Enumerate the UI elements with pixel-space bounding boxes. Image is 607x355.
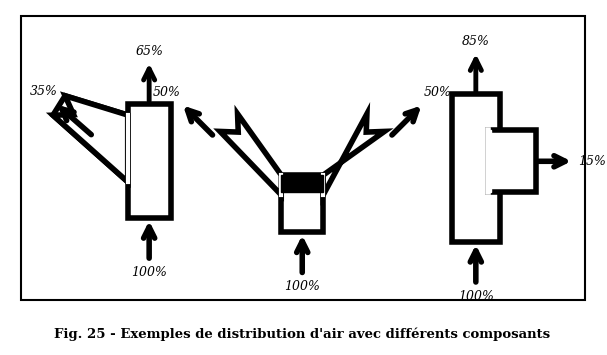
Text: 35%: 35% (30, 85, 58, 98)
Text: 50%: 50% (424, 86, 452, 99)
Text: Fig. 25 - Exemples de distribution d'air avec différents composants: Fig. 25 - Exemples de distribution d'air… (54, 328, 551, 341)
Text: 65%: 65% (135, 45, 163, 58)
Bar (488, 130, 536, 192)
Text: 100%: 100% (131, 266, 167, 279)
Bar (452, 94, 500, 242)
Polygon shape (220, 114, 281, 195)
Text: 100%: 100% (284, 280, 320, 293)
Polygon shape (488, 130, 491, 192)
Polygon shape (53, 96, 127, 182)
Bar (21, 16, 585, 300)
Text: 100%: 100% (458, 290, 493, 303)
Polygon shape (53, 96, 127, 182)
Bar (127, 104, 171, 218)
Bar (281, 175, 323, 232)
Text: 85%: 85% (462, 35, 490, 48)
Polygon shape (281, 175, 323, 192)
Text: 50%: 50% (153, 86, 181, 99)
Text: 15%: 15% (578, 155, 606, 168)
Polygon shape (323, 114, 384, 195)
